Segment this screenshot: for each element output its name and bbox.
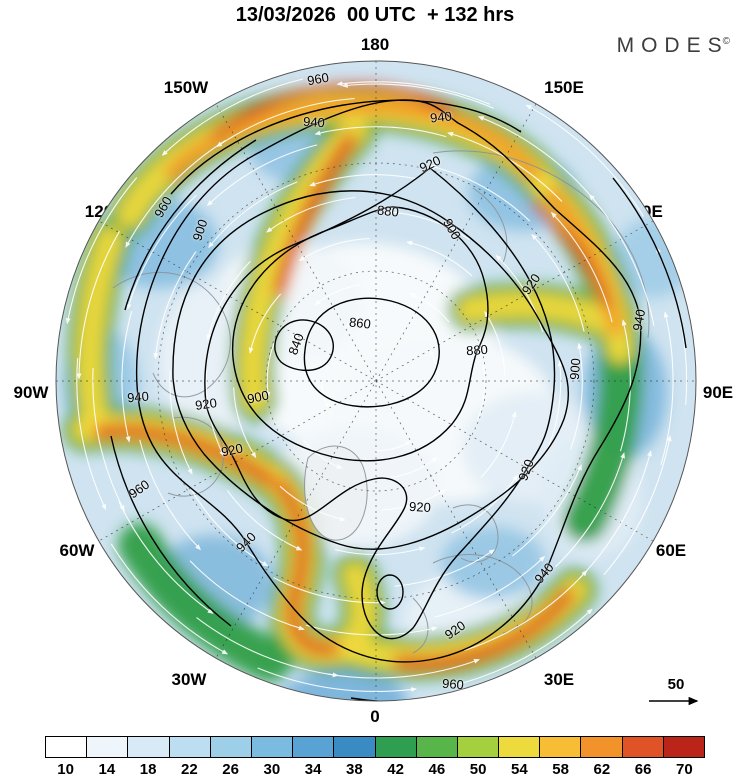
chart-title: 13/03/2026 00 UTC + 132 hrs xyxy=(235,4,515,26)
lon-label-60w: 60W xyxy=(59,541,95,560)
lon-label-90e: 90E xyxy=(702,383,734,402)
colorbar-tick-label: 50 xyxy=(469,761,487,778)
colorbar-cell xyxy=(293,737,335,757)
lon-label-150w: 150W xyxy=(163,78,209,97)
colorbar-cell xyxy=(416,737,458,757)
lon-label-0: 0 xyxy=(370,707,380,726)
modes-logo: MODES© xyxy=(617,34,730,58)
geopotential-contours xyxy=(110,99,687,701)
lon-label-90w: 90W xyxy=(13,383,49,402)
lon-label-30e: 30E xyxy=(543,670,575,689)
colorbar-tick-label: 14 xyxy=(98,761,116,778)
colorbar-tick-labels: 10 14 18 22 26 30 34 38 42 46 50 54 58 62 66 70 xyxy=(45,761,705,778)
lon-label-60e: 60E xyxy=(655,541,687,560)
wind-reference-arrow-icon xyxy=(649,696,699,706)
colorbar-cell xyxy=(46,737,88,757)
graticule xyxy=(56,61,696,701)
wind-speed-field xyxy=(63,83,693,701)
colorbar-tick-label: 46 xyxy=(428,761,446,778)
colorbar-cell xyxy=(540,737,582,757)
colorbar-tick-label: 58 xyxy=(552,761,569,778)
colorbar-tick-label: 38 xyxy=(346,761,363,778)
colorbar-cell xyxy=(499,737,541,757)
colorbar-tick-label: 54 xyxy=(511,761,528,778)
colorbar-cell xyxy=(375,737,417,757)
colorbar-tick-label: 62 xyxy=(593,761,611,778)
colorbar-tick-label: 30 xyxy=(263,761,281,778)
colorbar-tick-label: 34 xyxy=(304,761,322,778)
colorbar-cell xyxy=(169,737,211,757)
modes-logo-copyright: © xyxy=(722,36,730,47)
colorbar-cells xyxy=(45,736,705,758)
map-boundary xyxy=(55,60,697,702)
colorbar-cell xyxy=(210,737,252,757)
lon-label-30w: 30W xyxy=(171,670,207,689)
colorbar-cell xyxy=(457,737,500,757)
wind-reference-vector: 50 xyxy=(645,676,707,707)
colorbar-tick-label: 26 xyxy=(222,761,239,778)
map-area: 960 940 940 920 880 900 960 900 920 940 900 860 840 8… xyxy=(53,58,699,704)
colorbar-tick-label: 22 xyxy=(181,761,198,778)
colorbar-tick-label: 42 xyxy=(387,761,404,778)
colorbar-cell xyxy=(622,737,664,757)
colorbar-tick-label: 66 xyxy=(634,761,652,778)
modes-logo-text: MODES xyxy=(616,34,729,57)
lon-label-180: 180 xyxy=(360,35,390,54)
colorbar-cell xyxy=(87,737,129,757)
colorbar-tick-label: 70 xyxy=(676,761,693,778)
colorbar-cell xyxy=(128,737,170,757)
colorbar-cell xyxy=(581,737,623,757)
colorbar-cell xyxy=(251,737,294,757)
lon-label-150e: 150E xyxy=(544,78,584,97)
colorbar-tick-label: 18 xyxy=(139,761,157,778)
wind-streamlines xyxy=(65,78,688,693)
polar-stereographic-map xyxy=(55,60,697,702)
colorbar-cell xyxy=(334,737,376,757)
coastlines xyxy=(112,150,650,654)
colorbar-cell xyxy=(663,737,704,757)
wind-reference-value: 50 xyxy=(667,676,685,693)
colorbar-tick-label: 10 xyxy=(57,761,74,778)
colorbar: 10 14 18 22 26 30 34 38 42 46 50 54 58 62 66 70 xyxy=(45,736,705,778)
